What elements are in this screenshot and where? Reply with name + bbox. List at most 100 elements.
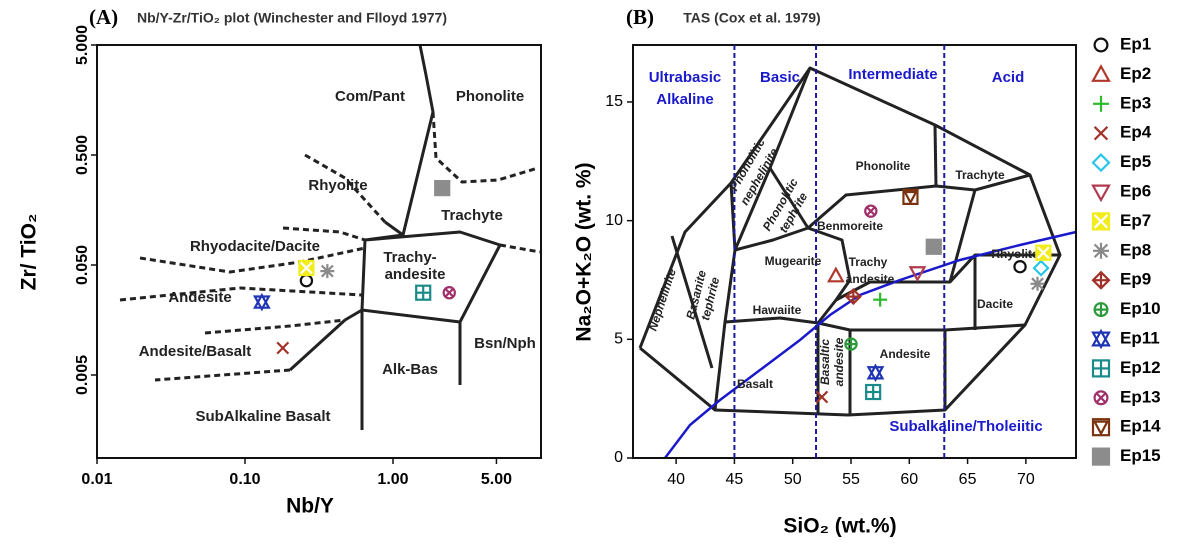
field-label: Trachy-	[383, 249, 436, 266]
data-point	[844, 288, 862, 306]
boundary	[734, 184, 976, 252]
y-axis-label: Na₂O+K₂O (wt. %)	[573, 162, 596, 341]
legend-swatch	[1091, 64, 1111, 82]
field-label: Trachy	[849, 255, 888, 269]
marker-part	[252, 295, 271, 312]
legend-swatch	[1091, 153, 1111, 173]
data-point	[864, 204, 878, 218]
field-label: Mugearite	[765, 254, 822, 268]
boundary	[817, 321, 1026, 332]
y-tick-label: 10	[605, 212, 623, 229]
legend-label: Ep10	[1120, 299, 1161, 318]
legend-label: Ep9	[1120, 270, 1151, 289]
data-point	[844, 337, 858, 351]
marker-part	[826, 266, 845, 283]
field-label: Ultrabasic	[649, 69, 722, 86]
legend-swatch	[1091, 270, 1111, 290]
field-label: Rhyolite	[308, 177, 367, 194]
boundary	[288, 318, 347, 372]
data-point	[826, 266, 845, 283]
marker-part	[925, 238, 942, 255]
boundary	[431, 111, 539, 184]
field-label: Phonolite	[856, 159, 911, 173]
field-label: Alk-Bas	[382, 361, 438, 378]
marker-part	[815, 390, 829, 404]
marker-part	[908, 266, 927, 283]
x-axis-label: SiO₂ (wt.%)	[783, 515, 896, 538]
data-point	[434, 180, 451, 197]
marker-part	[1092, 420, 1110, 436]
field-label: Bsn/Nph	[474, 335, 536, 352]
marker-part	[1093, 126, 1109, 141]
legend-swatch	[1091, 212, 1111, 231]
marker-part	[1093, 390, 1109, 406]
legend-swatch	[1091, 359, 1111, 378]
marker-part	[434, 180, 451, 197]
data-point	[320, 264, 335, 279]
field-label: Alkaline	[656, 91, 714, 108]
field-label: Nephelinite	[646, 267, 679, 333]
boundary	[344, 308, 363, 322]
data-point	[299, 273, 314, 288]
marker-part	[442, 286, 456, 300]
boundary	[282, 226, 366, 242]
plot-frame	[632, 44, 1077, 459]
marker-part	[1091, 184, 1111, 203]
field-label: andesite	[846, 272, 895, 286]
marker-part	[1031, 277, 1044, 291]
marker-part	[903, 190, 918, 205]
field-label: Rhyodacite/Dacite	[190, 238, 320, 255]
legend-swatch	[1091, 184, 1111, 203]
x-tick-label: 70	[1017, 471, 1035, 488]
field-label: Intermediate	[848, 66, 937, 83]
y-tick-label: 5	[614, 331, 623, 348]
legend-swatch	[1093, 126, 1109, 141]
y-axis-label: Zr/ TiO₂	[18, 214, 41, 291]
panel-label: (A)	[89, 5, 118, 29]
marker-part	[864, 204, 878, 218]
field-label: Trachyte	[955, 168, 1005, 182]
y-tick-label: 5.000	[74, 25, 91, 65]
data-point	[1013, 259, 1027, 274]
marker-part	[1013, 259, 1027, 274]
boundary	[401, 44, 435, 236]
field-label: Andesite/Basalt	[139, 343, 252, 360]
data-point	[298, 259, 315, 277]
data-point	[1032, 259, 1050, 277]
marker-part	[866, 366, 885, 383]
x-tick-label: 1.00	[377, 471, 408, 488]
marker-part	[320, 264, 334, 278]
legend-label: Ep5	[1120, 152, 1151, 171]
field-label: Basalt	[737, 377, 773, 391]
chart-title: TAS (Cox et al. 1979)	[683, 10, 820, 26]
y-tick-label: 0.050	[74, 245, 91, 285]
x-tick-label: 40	[667, 471, 685, 488]
legend-swatch	[1093, 242, 1109, 259]
boundary	[139, 246, 366, 274]
data-point	[815, 390, 829, 404]
field-label: Basic	[760, 69, 800, 86]
legend-label: Ep11	[1120, 328, 1160, 347]
field-label: Benmoreite	[817, 219, 883, 233]
x-tick-label: 0.10	[229, 471, 260, 488]
marker-part	[1095, 392, 1107, 403]
field-label: Trachyte	[441, 207, 503, 224]
boundary	[304, 153, 387, 224]
legend-swatch	[1091, 328, 1111, 350]
field-label: Rhyolite	[991, 247, 1039, 261]
boundary	[204, 318, 346, 335]
marker-part	[444, 288, 454, 298]
data-point	[1035, 244, 1052, 261]
x-tick-label: 65	[959, 471, 977, 488]
plot-frame	[96, 44, 542, 459]
y-tick-label: 15	[605, 93, 623, 110]
marker-part	[866, 206, 876, 216]
field-label: Andesite	[880, 347, 931, 361]
field-label: SubAlkaline Basalt	[195, 408, 330, 425]
chart-title: Nb/Y-Zr/TiO₂ plot (Winchester and Flloyd…	[137, 10, 447, 26]
field-label: Dacite	[977, 297, 1013, 311]
boundaries-a	[119, 44, 541, 430]
y-tick-label: 0.005	[74, 355, 91, 395]
boundary	[713, 182, 737, 411]
